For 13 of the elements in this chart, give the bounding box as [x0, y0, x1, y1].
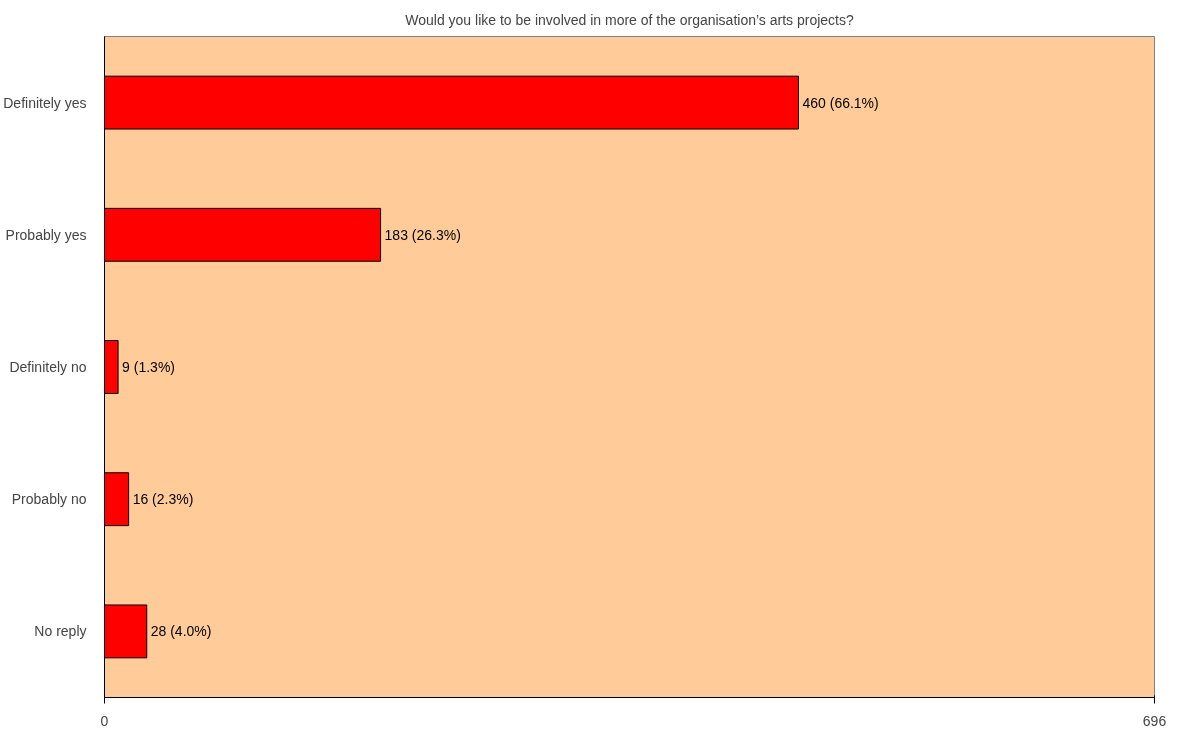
chart-title: Would you like to be involved in more of the organisation’s arts projects?: [405, 11, 854, 28]
data-label: 16 (2.3%): [132, 491, 194, 508]
x-tick-label: 696: [1142, 712, 1167, 729]
data-label: 28 (4.0%): [150, 623, 212, 640]
data-label: 183 (26.3%): [384, 226, 461, 243]
y-tick-label: Definitely yes: [3, 94, 87, 111]
data-label: 460 (66.1%): [802, 94, 879, 111]
y-tick-label: Probably no: [11, 491, 87, 508]
y-tick-label: Probably yes: [5, 226, 87, 243]
y-tick-label: No reply: [34, 623, 87, 640]
y-tick-label: Definitely no: [9, 359, 87, 375]
x-tick-label: 0: [100, 712, 109, 729]
data-label: 9 (1.3%): [122, 359, 175, 375]
